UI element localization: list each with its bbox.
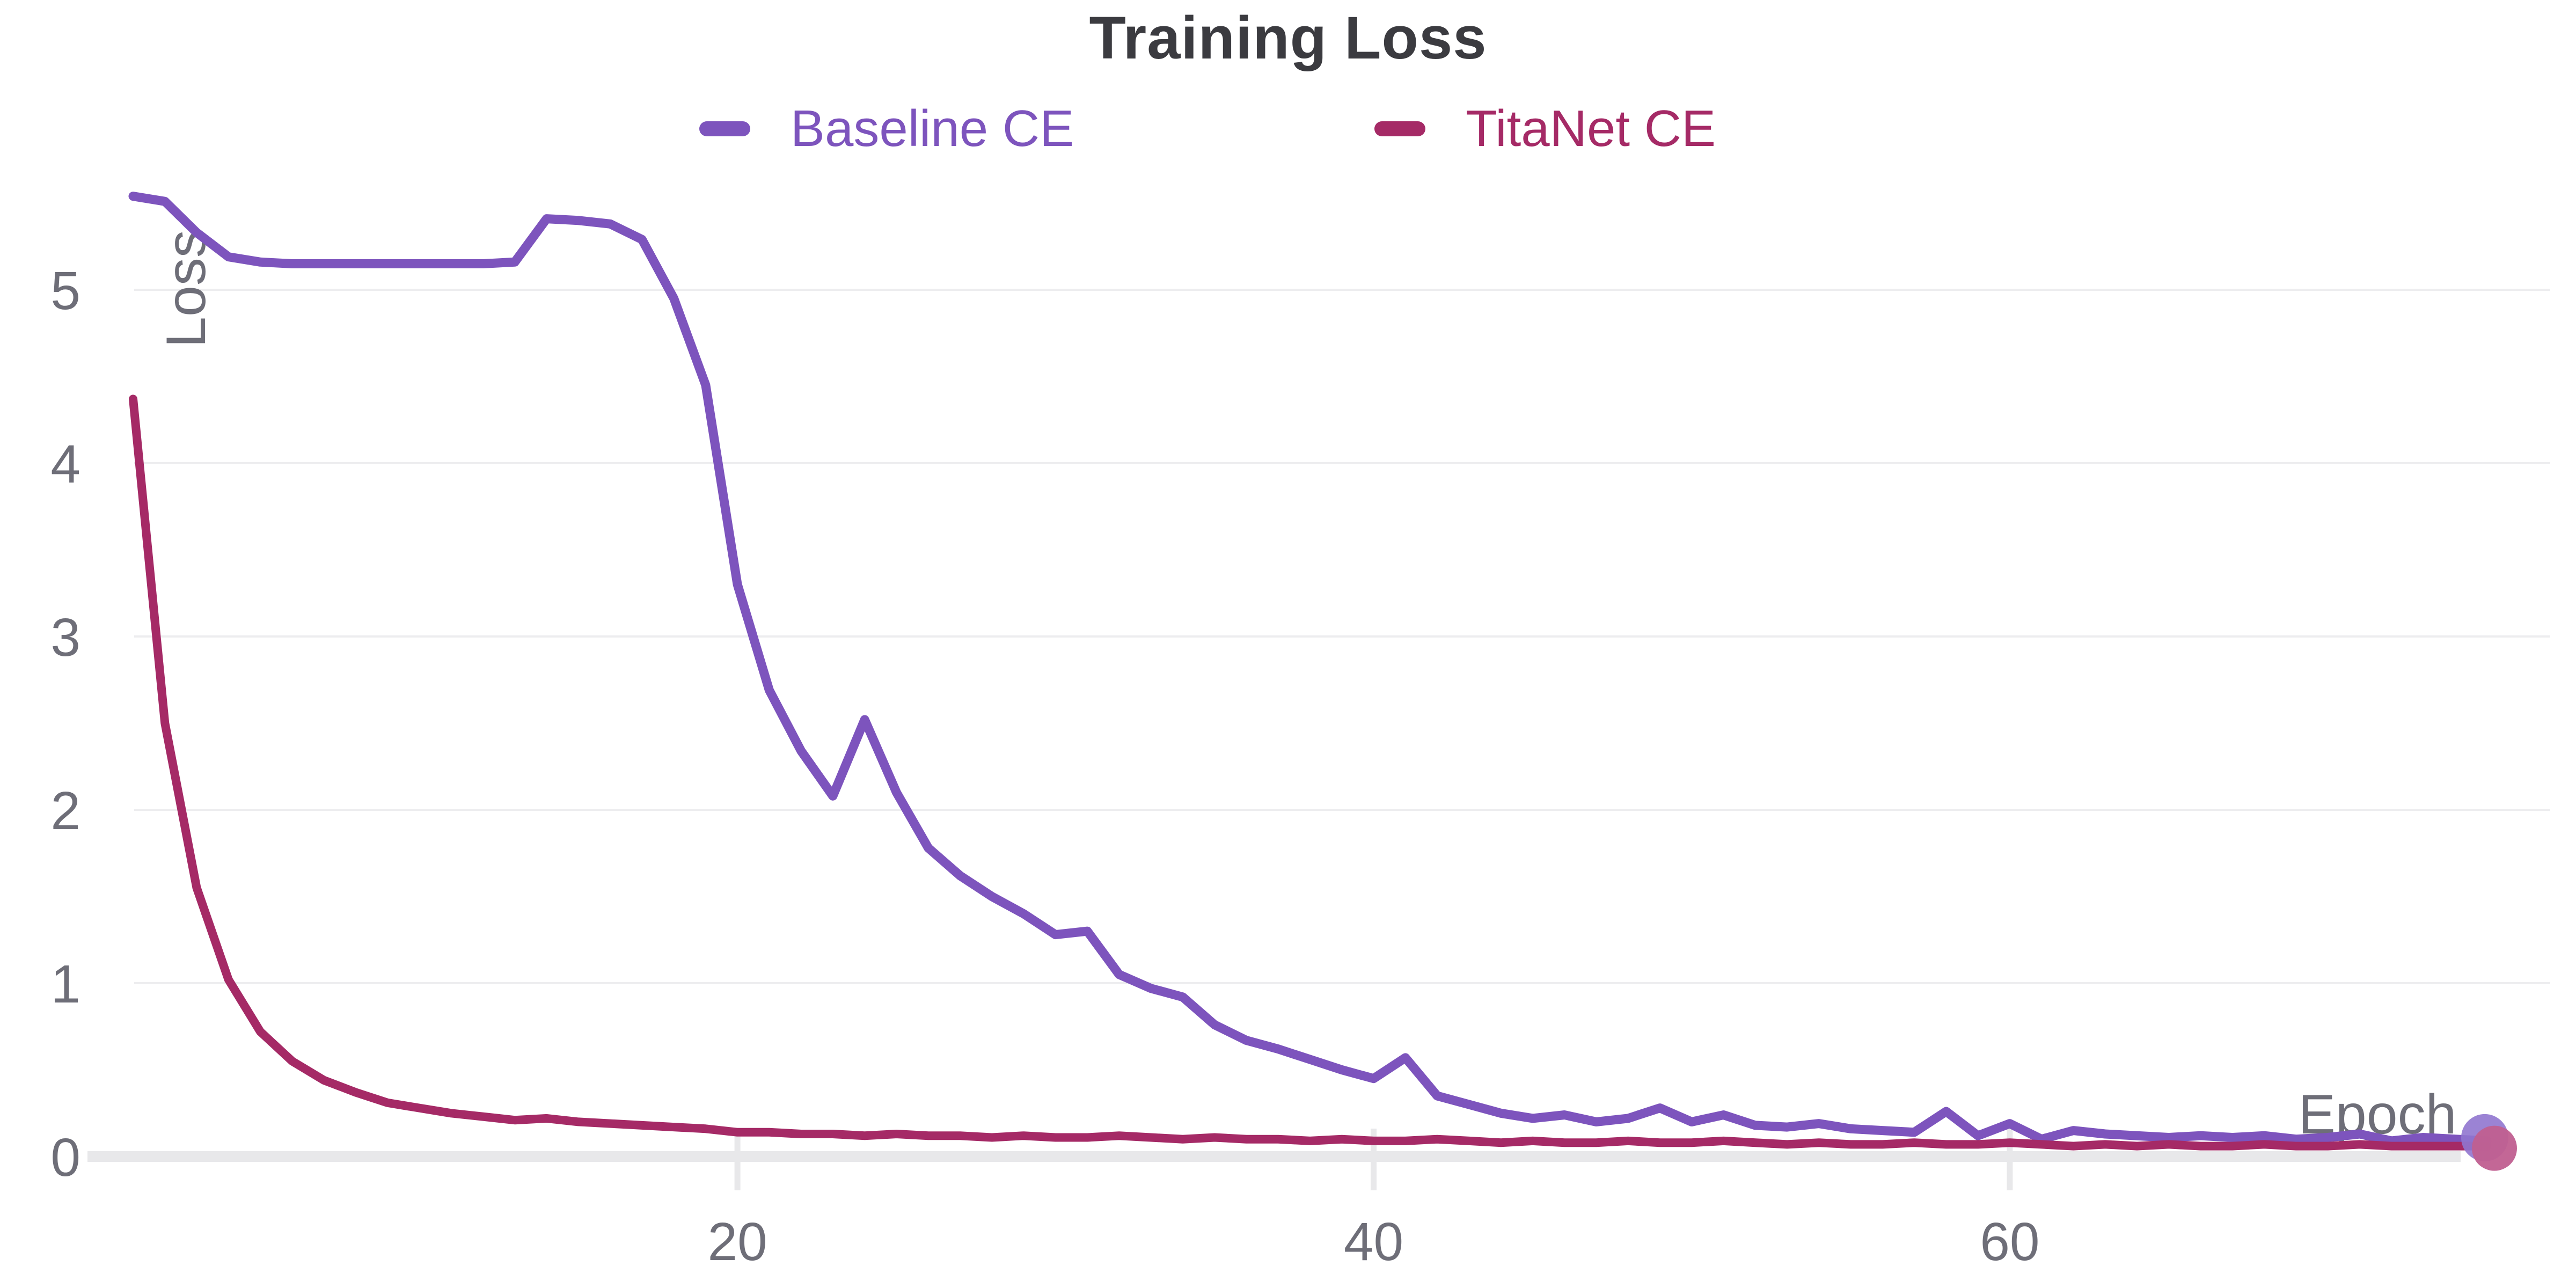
gridlines — [87, 289, 2550, 1162]
y-tick-label: 2 — [50, 781, 80, 841]
endpoint-markers — [2461, 1114, 2517, 1171]
titanet-ce-line-swatch-icon — [1374, 121, 1426, 136]
legend-label-baseline-ce: Baseline CE — [790, 100, 1074, 157]
y-axis-tick-labels: 0 1 2 3 4 5 — [50, 261, 80, 1188]
y-tick-label: 1 — [50, 954, 80, 1014]
titanet-ce-line — [129, 394, 2491, 1151]
y-axis-title: Loss — [155, 230, 217, 348]
legend: Baseline CE TitaNet CE — [0, 99, 2496, 158]
legend-label-titanet-ce: TitaNet CE — [1466, 100, 1716, 157]
y-tick-label: 4 — [50, 434, 80, 494]
x-tick-label: 20 — [708, 1212, 767, 1272]
titanet-ce-end-dot — [2471, 1125, 2517, 1171]
x-tick-label: 40 — [1344, 1212, 1403, 1272]
legend-item-titanet-ce[interactable]: TitaNet CE — [1374, 99, 1716, 158]
baseline-ce-line — [128, 192, 2492, 1146]
x-axis-tick-labels: 20 40 60 — [708, 1212, 2040, 1272]
y-tick-label: 0 — [50, 1128, 80, 1188]
chart-title: Training Loss — [1089, 4, 1487, 71]
series-lines — [128, 192, 2492, 1151]
x-tick-label: 60 — [1980, 1212, 2039, 1272]
legend-item-baseline-ce[interactable]: Baseline CE — [699, 99, 1074, 158]
baseline-ce-line-swatch-icon — [699, 121, 750, 136]
y-tick-label: 5 — [50, 261, 80, 321]
y-tick-label: 3 — [50, 608, 80, 668]
